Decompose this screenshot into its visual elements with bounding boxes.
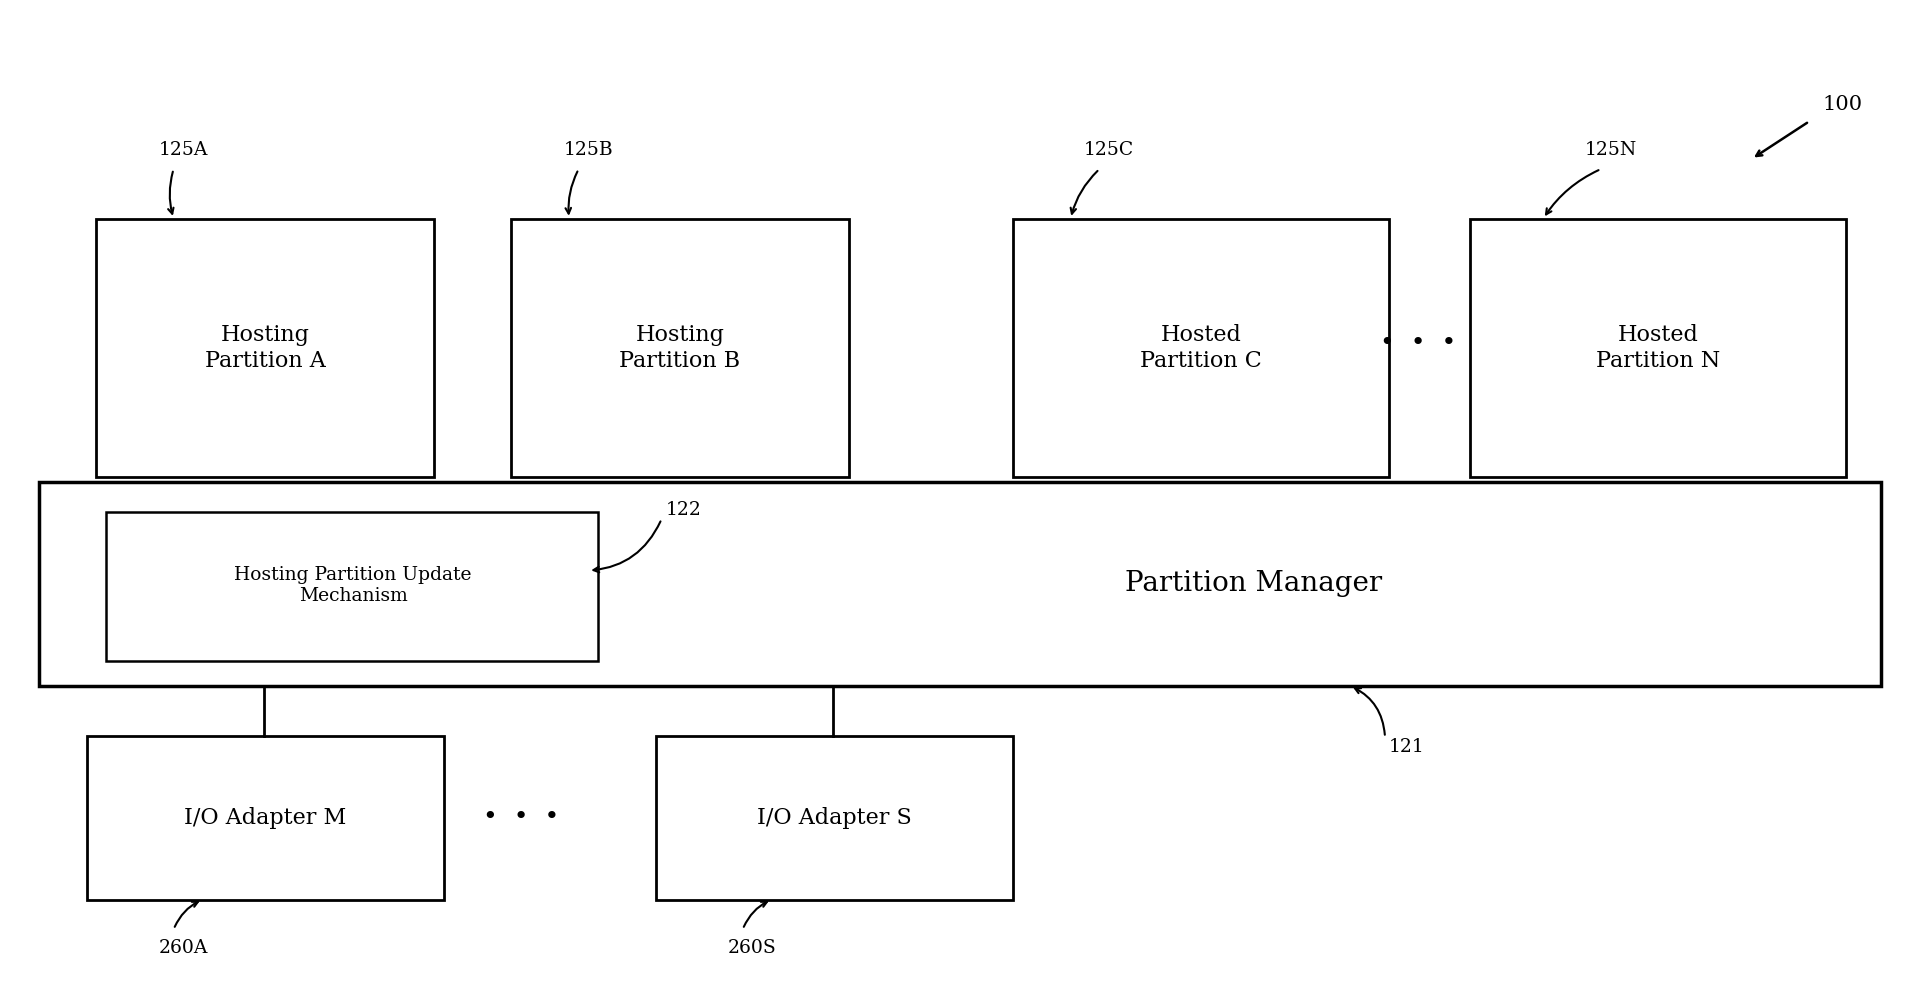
Text: 100: 100 (1823, 94, 1863, 114)
Text: 122: 122 (666, 501, 702, 519)
Text: Hosting Partition Update
Mechanism: Hosting Partition Update Mechanism (233, 566, 473, 605)
Text: Partition Manager: Partition Manager (1125, 570, 1383, 597)
Text: Hosted
Partition N: Hosted Partition N (1595, 324, 1721, 372)
Text: 125N: 125N (1584, 141, 1638, 159)
Bar (656, 736, 1013, 900)
Bar (106, 512, 598, 661)
Bar (1470, 219, 1846, 477)
Text: 125C: 125C (1084, 141, 1134, 159)
Text: 260A: 260A (158, 939, 208, 957)
Bar (96, 219, 434, 477)
Text: Hosted
Partition C: Hosted Partition C (1140, 324, 1262, 372)
Text: Hosting
Partition A: Hosting Partition A (204, 324, 326, 372)
Text: I/O Adapter S: I/O Adapter S (756, 806, 912, 829)
Bar (1013, 219, 1389, 477)
Text: 121: 121 (1389, 739, 1426, 756)
Text: Hosting
Partition B: Hosting Partition B (619, 324, 741, 372)
Bar (87, 736, 444, 900)
Bar (39, 482, 1881, 686)
Text: •  •  •: • • • (482, 805, 559, 829)
Text: •  •  •: • • • (1379, 331, 1456, 355)
Bar (511, 219, 849, 477)
Text: 125A: 125A (158, 141, 208, 159)
Text: 260S: 260S (727, 939, 777, 957)
Text: 125B: 125B (563, 141, 613, 159)
Text: I/O Adapter M: I/O Adapter M (183, 806, 347, 829)
